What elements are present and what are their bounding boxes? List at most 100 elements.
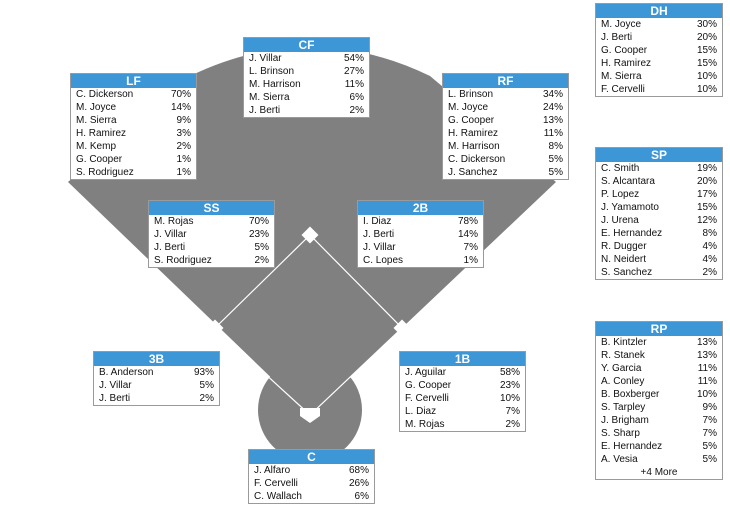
player-name: J. Villar xyxy=(363,242,396,253)
player-pct: 6% xyxy=(349,92,364,103)
player-pct: 6% xyxy=(354,491,369,502)
player-name: L. Brinson xyxy=(249,66,295,77)
position-box-rp: RP B. Kintzler 13% R. Stanek 13% Y. Garcia 11%… xyxy=(595,321,723,480)
player-row: J. Villar 7% xyxy=(358,241,483,254)
player-pct: 58% xyxy=(499,367,520,378)
player-pct: 7% xyxy=(463,242,478,253)
player-name: H. Ramirez xyxy=(448,128,499,139)
player-row: S. Sanchez 2% xyxy=(596,266,722,279)
player-name: C. Smith xyxy=(601,163,640,174)
position-box-lf: LF C. Dickerson 70% M. Joyce 14% M. Sierra 9% H… xyxy=(70,73,197,180)
player-name: S. Rodriguez xyxy=(76,167,134,178)
player-name: F. Cervelli xyxy=(405,393,449,404)
player-name: J. Alfaro xyxy=(254,465,291,476)
player-row: R. Dugger 4% xyxy=(596,240,722,253)
position-box-dh: DH M. Joyce 30% J. Berti 20% G. Cooper 15% H. R… xyxy=(595,3,723,97)
player-name: J. Sanchez xyxy=(448,167,498,178)
player-row: J. Villar 23% xyxy=(149,228,274,241)
player-name: C. Dickerson xyxy=(448,154,506,165)
player-pct: 1% xyxy=(176,154,191,165)
position-title: 1B xyxy=(400,352,525,366)
player-pct: 5% xyxy=(548,154,563,165)
player-name: M. Sierra xyxy=(601,71,642,82)
player-row: L. Brinson 34% xyxy=(443,88,568,101)
position-box-c: C J. Alfaro 68% F. Cervelli 26% C. Wallach 6% xyxy=(248,449,375,504)
player-row: J. Yamamoto 15% xyxy=(596,201,722,214)
position-title: RP xyxy=(596,322,722,336)
player-row: Y. Garcia 11% xyxy=(596,362,722,375)
player-row: I. Diaz 78% xyxy=(358,215,483,228)
player-row: E. Hernandez 5% xyxy=(596,440,722,453)
player-row: J. Berti 20% xyxy=(596,31,722,44)
player-pct: 14% xyxy=(170,102,191,113)
player-name: C. Dickerson xyxy=(76,89,134,100)
position-box-2b: 2B I. Diaz 78% J. Berti 14% J. Villar 7% C. Lop… xyxy=(357,200,484,268)
player-pct: 5% xyxy=(254,242,269,253)
player-row: G. Cooper 13% xyxy=(443,114,568,127)
player-row: C. Lopes 1% xyxy=(358,254,483,267)
player-row: J. Berti 5% xyxy=(149,241,274,254)
player-name: J. Berti xyxy=(154,242,186,253)
player-pct: 27% xyxy=(343,66,364,77)
player-pct: 24% xyxy=(542,102,563,113)
player-name: M. Joyce xyxy=(448,102,489,113)
player-name: M. Joyce xyxy=(76,102,117,113)
position-title: SP xyxy=(596,148,722,162)
player-pct: 2% xyxy=(199,393,214,404)
third-base-icon xyxy=(206,319,224,337)
player-name: R. Dugger xyxy=(601,241,647,252)
player-name: M. Joyce xyxy=(601,19,642,30)
player-name: A. Vesia xyxy=(601,454,638,465)
player-name: J. Berti xyxy=(249,105,281,116)
player-pct: 20% xyxy=(696,176,717,187)
player-row: M. Rojas 70% xyxy=(149,215,274,228)
player-row: L. Brinson 27% xyxy=(244,65,369,78)
player-name: G. Cooper xyxy=(405,380,452,391)
position-box-1b: 1B J. Aguilar 58% G. Cooper 23% F. Cervelli 10… xyxy=(399,351,526,432)
player-row: J. Berti 14% xyxy=(358,228,483,241)
player-name: J. Brigham xyxy=(601,415,649,426)
player-pct: 2% xyxy=(505,419,520,430)
player-row: J. Alfaro 68% xyxy=(249,464,374,477)
player-name: M. Harrison xyxy=(448,141,500,152)
player-name: M. Sierra xyxy=(76,115,117,126)
player-row: J. Berti 2% xyxy=(94,392,219,405)
player-pct: 70% xyxy=(170,89,191,100)
player-pct: 10% xyxy=(499,393,520,404)
player-name: J. Villar xyxy=(99,380,132,391)
player-name: M. Rojas xyxy=(405,419,445,430)
player-name: G. Cooper xyxy=(601,45,648,56)
more-players-link[interactable]: +4 More xyxy=(640,467,678,478)
player-row: G. Cooper 15% xyxy=(596,44,722,57)
player-pct: 26% xyxy=(348,478,369,489)
player-name: A. Conley xyxy=(601,376,645,387)
player-row: B. Anderson 93% xyxy=(94,366,219,379)
player-name: J. Villar xyxy=(154,229,187,240)
player-row: J. Brigham 7% xyxy=(596,414,722,427)
player-pct: 7% xyxy=(702,428,717,439)
player-row: C. Dickerson 5% xyxy=(443,153,568,166)
player-pct: 10% xyxy=(696,71,717,82)
player-name: R. Stanek xyxy=(601,350,645,361)
player-row: C. Dickerson 70% xyxy=(71,88,196,101)
player-row: B. Kintzler 13% xyxy=(596,336,722,349)
player-row: M. Joyce 14% xyxy=(71,101,196,114)
player-pct: 3% xyxy=(176,128,191,139)
player-name: C. Wallach xyxy=(254,491,302,502)
player-pct: 11% xyxy=(344,79,364,90)
player-pct: 68% xyxy=(348,465,369,476)
player-pct: 5% xyxy=(199,380,214,391)
player-name: J. Berti xyxy=(363,229,395,240)
player-name: S. Rodriguez xyxy=(154,255,212,266)
player-pct: 8% xyxy=(548,141,563,152)
player-row: M. Rojas 2% xyxy=(400,418,525,431)
first-base-icon xyxy=(393,319,411,337)
player-pct: 34% xyxy=(542,89,563,100)
position-title: DH xyxy=(596,4,722,18)
player-row: M. Joyce 24% xyxy=(443,101,568,114)
player-pct: 11% xyxy=(697,363,717,374)
player-name: P. Lopez xyxy=(601,189,640,200)
player-row: C. Smith 19% xyxy=(596,162,722,175)
player-row: J. Villar 54% xyxy=(244,52,369,65)
player-pct: 4% xyxy=(702,241,717,252)
